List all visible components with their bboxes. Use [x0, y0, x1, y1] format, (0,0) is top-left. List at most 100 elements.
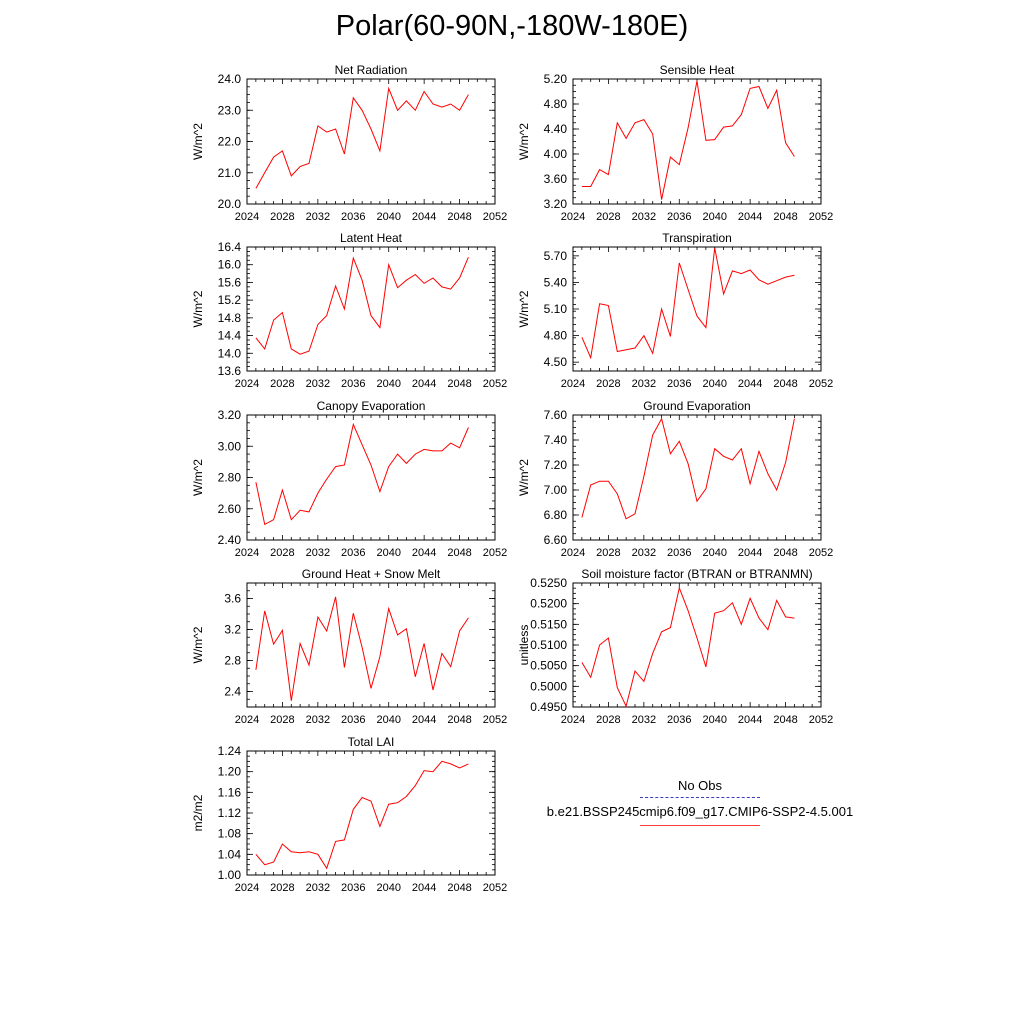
plot-title: Ground Evaporation [643, 399, 750, 413]
x-tick-label: 2040 [376, 211, 400, 223]
y-tick-label: 20.0 [218, 197, 242, 211]
y-tick-label: 23.0 [218, 103, 242, 117]
y-tick-label: 3.00 [218, 439, 242, 453]
plot-frame [572, 78, 822, 205]
x-tick-label: 2032 [306, 378, 330, 390]
y-tick-label: 0.5150 [530, 617, 567, 631]
y-tick-label: 2.4 [224, 685, 241, 699]
x-tick-label: 2048 [773, 211, 797, 223]
series-line-0 [255, 422, 469, 526]
x-tick-label: 2052 [483, 547, 507, 559]
x-tick-label: 2048 [447, 882, 471, 894]
x-tick-label: 2036 [341, 882, 365, 894]
x-tick-label: 2052 [809, 378, 833, 390]
y-tick-label: 3.6 [224, 592, 241, 606]
y-tick-label: 5.20 [544, 72, 568, 86]
y-axis-label: W/m^2 [191, 290, 205, 327]
x-tick-label: 2044 [412, 547, 436, 559]
plot-title: Ground Heat + Snow Melt [302, 567, 441, 581]
x-tick-label: 2040 [376, 547, 400, 559]
series-line-0 [581, 80, 795, 200]
x-tick-label: 2052 [483, 378, 507, 390]
plot-title: Transpiration [662, 231, 732, 245]
series-line-0 [255, 596, 469, 701]
y-tick-label: 2.60 [218, 502, 242, 516]
series-line-0 [581, 247, 795, 360]
y-tick-label: 2.80 [218, 471, 242, 485]
x-tick-label: 2028 [596, 378, 620, 390]
y-tick-label: 21.0 [218, 166, 242, 180]
y-tick-label: 15.2 [218, 293, 242, 307]
x-tick-label: 2028 [270, 882, 294, 894]
series-line-0 [255, 86, 469, 189]
y-axis-label: W/m^2 [517, 459, 531, 496]
x-tick-label: 2036 [341, 378, 365, 390]
x-tick-label: 2052 [483, 714, 507, 726]
y-axis-label: W/m^2 [191, 123, 205, 160]
x-tick-label: 2048 [447, 211, 471, 223]
x-tick-label: 2028 [270, 714, 294, 726]
x-tick-label: 2028 [596, 211, 620, 223]
y-tick-label: 7.60 [544, 408, 568, 422]
y-tick-label: 2.40 [218, 533, 242, 547]
x-tick-label: 2028 [596, 714, 620, 726]
x-tick-label: 2044 [412, 378, 436, 390]
x-tick-label: 2040 [702, 211, 726, 223]
y-tick-label: 1.04 [218, 847, 242, 861]
legend-obs-label: No Obs [677, 778, 723, 793]
y-tick-label: 3.20 [544, 197, 568, 211]
y-tick-label: 3.60 [544, 172, 568, 186]
x-tick-label: 2032 [306, 211, 330, 223]
x-tick-label: 2032 [306, 547, 330, 559]
y-tick-label: 0.5000 [530, 679, 567, 693]
y-tick-label: 6.80 [544, 508, 568, 522]
series-line-0 [255, 760, 469, 870]
plot-title: Total LAI [348, 735, 395, 749]
x-tick-label: 2044 [738, 547, 762, 559]
y-tick-label: 7.00 [544, 483, 568, 497]
x-tick-label: 2036 [341, 211, 365, 223]
y-tick-label: 0.5250 [530, 576, 567, 590]
y-tick-label: 3.20 [218, 408, 242, 422]
y-tick-label: 4.00 [544, 147, 568, 161]
plot-frame [572, 582, 822, 708]
plot-title: Sensible Heat [660, 63, 735, 77]
y-tick-label: 1.16 [218, 785, 242, 799]
y-tick-label: 7.40 [544, 433, 568, 447]
x-tick-label: 2024 [235, 882, 259, 894]
y-tick-label: 13.6 [218, 364, 242, 378]
plot-frame [246, 246, 496, 372]
series-line-0 [581, 586, 795, 708]
x-tick-label: 2024 [561, 547, 585, 559]
x-tick-label: 2036 [341, 547, 365, 559]
y-tick-label: 0.5200 [530, 597, 567, 611]
x-tick-label: 2024 [235, 714, 259, 726]
plot-frame [572, 246, 822, 372]
x-tick-label: 2032 [632, 547, 656, 559]
series-line-0 [255, 256, 469, 355]
y-tick-label: 0.5050 [530, 659, 567, 673]
panel-0: Net Radiation W/m^2 2024 2028 2032 2036 2040 20… [191, 63, 507, 223]
y-tick-label: 1.12 [218, 806, 242, 820]
x-tick-label: 2048 [773, 714, 797, 726]
y-tick-label: 3.2 [224, 623, 241, 637]
y-tick-label: 4.80 [544, 97, 568, 111]
x-tick-label: 2052 [809, 547, 833, 559]
panel-2: Latent Heat W/m^2 2024 2028 2032 2036 2040 2044… [191, 231, 507, 390]
panel-3: Transpiration W/m^2 2024 2028 2032 2036 2040 20… [517, 231, 833, 390]
y-axis-label: W/m^2 [191, 626, 205, 663]
x-tick-label: 2040 [376, 714, 400, 726]
y-tick-label: 2.8 [224, 654, 241, 668]
y-axis-label: W/m^2 [517, 123, 531, 160]
x-tick-label: 2024 [561, 714, 585, 726]
plot-title: Net Radiation [335, 63, 408, 77]
y-tick-label: 0.5100 [530, 638, 567, 652]
y-tick-label: 4.40 [544, 122, 568, 136]
x-tick-label: 2044 [738, 378, 762, 390]
plot-title: Soil moisture factor (BTRAN or BTRANMN) [581, 567, 812, 581]
x-tick-label: 2024 [235, 211, 259, 223]
x-tick-label: 2048 [773, 378, 797, 390]
x-tick-label: 2024 [561, 211, 585, 223]
y-tick-label: 16.4 [218, 240, 242, 254]
y-tick-label: 0.4950 [530, 700, 567, 714]
